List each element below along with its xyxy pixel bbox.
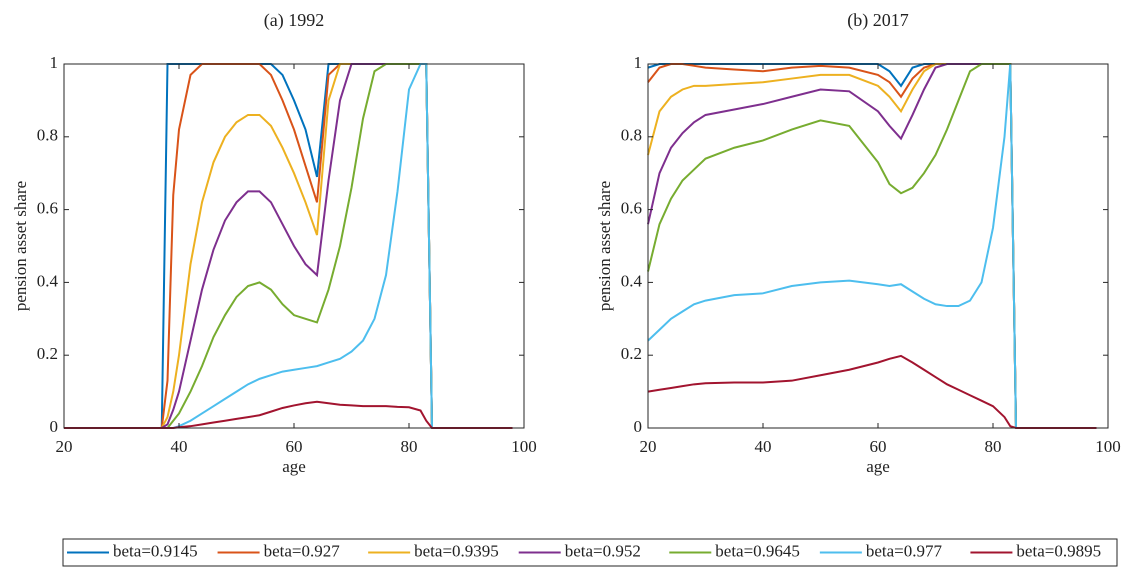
legend-label: beta=0.977	[866, 541, 943, 560]
legend-label: beta=0.9145	[113, 541, 198, 560]
series-line	[647, 63, 1097, 429]
y-tick-label: 0.8	[621, 126, 642, 145]
x-axis-label: age	[282, 457, 306, 476]
legend-label: beta=0.9395	[414, 541, 499, 560]
x-tick-label: 60	[870, 437, 887, 456]
plot-area	[648, 64, 1108, 428]
legend-label: beta=0.952	[565, 541, 641, 560]
y-tick-label: 0.2	[37, 344, 58, 363]
x-tick-label: 40	[171, 437, 188, 456]
y-tick-label: 1	[50, 53, 59, 72]
x-tick-label: 20	[56, 437, 73, 456]
chart-title: (b) 2017	[847, 10, 909, 31]
series-line	[647, 354, 1097, 429]
y-tick-label: 0.8	[37, 126, 58, 145]
x-tick-label: 20	[640, 437, 657, 456]
x-tick-label: 80	[985, 437, 1002, 456]
legend-label: beta=0.9645	[715, 541, 800, 560]
y-tick-label: 0.4	[37, 271, 59, 290]
y-axis-label: pension asset share	[11, 181, 30, 311]
x-tick-label: 40	[755, 437, 772, 456]
y-tick-label: 0.6	[621, 199, 642, 218]
x-tick-label: 60	[286, 437, 303, 456]
x-tick-label: 80	[401, 437, 418, 456]
y-tick-label: 0.4	[621, 271, 643, 290]
x-tick-label: 100	[511, 437, 537, 456]
y-tick-label: 0.2	[621, 344, 642, 363]
x-axis-label: age	[866, 457, 890, 476]
legend-label: beta=0.927	[264, 541, 341, 560]
y-tick-label: 1	[634, 53, 643, 72]
y-axis-label: pension asset share	[595, 181, 614, 311]
legend-label: beta=0.9895	[1016, 541, 1101, 560]
y-tick-label: 0.6	[37, 199, 58, 218]
y-tick-label: 0	[634, 417, 643, 436]
y-tick-label: 0	[50, 417, 59, 436]
x-tick-label: 100	[1095, 437, 1121, 456]
chart-title: (a) 1992	[264, 10, 324, 31]
